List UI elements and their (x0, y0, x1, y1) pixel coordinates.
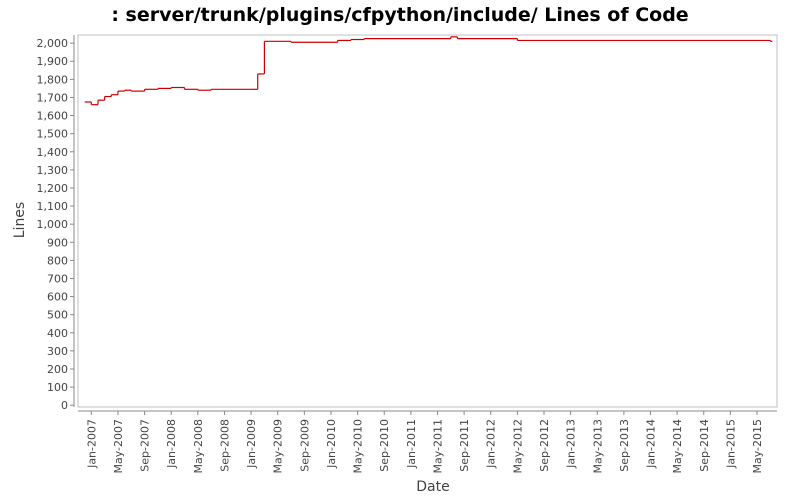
x-tick-label: Jan-2010 (325, 419, 338, 469)
x-tick-label: May-2011 (431, 419, 444, 474)
y-axis-label: Lines (12, 202, 28, 238)
x-tick-label: Jan-2011 (405, 419, 418, 469)
x-tick-label: Sep-2014 (698, 419, 711, 472)
y-tick-label: 100 (47, 381, 68, 394)
x-tick-label: May-2015 (751, 419, 764, 474)
x-tick-label: Jan-2013 (565, 419, 578, 469)
x-tick-label: May-2008 (192, 419, 205, 474)
x-tick-label: Jan-2014 (645, 419, 658, 469)
y-tick-label: 1,400 (37, 146, 69, 159)
x-tick-label: Jan-2007 (85, 419, 98, 469)
x-tick-label: May-2010 (352, 419, 365, 474)
x-axis-label: Date (416, 479, 449, 495)
x-tick-label: May-2014 (671, 419, 684, 474)
x-tick-label: Jan-2009 (245, 419, 258, 469)
plot-area (77, 34, 778, 408)
x-tick-label: Sep-2010 (378, 419, 391, 472)
chart-title: : server/trunk/plugins/cfpython/include/… (111, 4, 688, 26)
x-tick-label: Sep-2013 (618, 419, 631, 472)
y-tick-label: 600 (47, 291, 68, 304)
x-tick-label: May-2012 (511, 419, 524, 474)
x-tick-label: May-2013 (591, 419, 604, 474)
x-tick-label: Sep-2009 (298, 419, 311, 472)
y-tick-label: 1,300 (37, 164, 69, 177)
y-tick-label: 2,000 (37, 37, 69, 50)
x-tick-label: May-2009 (272, 419, 285, 474)
x-tick-label: Sep-2008 (218, 419, 231, 472)
y-tick-label: 1,100 (37, 200, 69, 213)
x-tick-label: May-2007 (112, 419, 125, 474)
y-tick-label: 1,800 (37, 73, 69, 86)
y-tick-label: 400 (47, 327, 68, 340)
y-tick-label: 900 (47, 236, 68, 249)
y-tick-label: 800 (47, 254, 68, 267)
y-tick-label: 1,700 (37, 91, 69, 104)
x-tick-label: Sep-2007 (139, 419, 152, 472)
y-tick-label: 1,000 (37, 218, 69, 231)
x-tick-label: Jan-2012 (485, 419, 498, 469)
y-tick-label: 1,500 (37, 128, 69, 141)
y-tick-label: 1,200 (37, 182, 69, 195)
y-tick-label: 0 (61, 399, 68, 412)
y-tick-label: 700 (47, 272, 68, 285)
x-tick-label: Sep-2011 (458, 419, 471, 472)
y-tick-label: 200 (47, 363, 68, 376)
x-tick-label: Sep-2012 (538, 419, 551, 472)
x-tick-label: Jan-2008 (165, 419, 178, 469)
y-tick-label: 1,900 (37, 55, 69, 68)
x-tick-label: Jan-2015 (724, 419, 737, 469)
y-tick-label: 500 (47, 309, 68, 322)
y-tick-label: 300 (47, 345, 68, 358)
y-tick-label: 1,600 (37, 110, 69, 123)
